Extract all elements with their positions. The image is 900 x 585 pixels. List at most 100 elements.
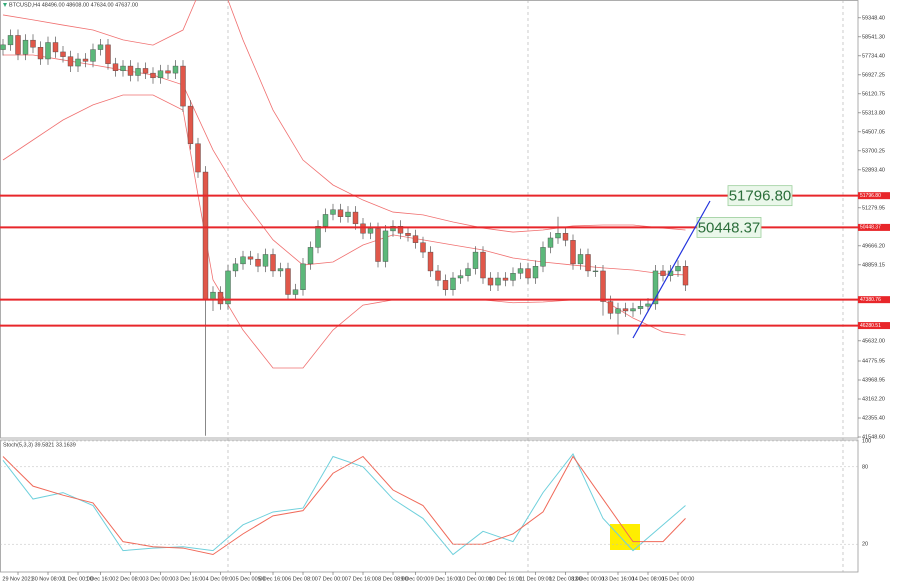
y-tick-label: 41548.60 xyxy=(862,434,885,440)
y-tick-label: 56120.75 xyxy=(862,91,885,97)
candle-body xyxy=(255,258,261,267)
band-upper xyxy=(2,0,686,233)
candle-body xyxy=(382,230,389,262)
candle-body xyxy=(652,270,659,305)
candle-body xyxy=(157,70,164,79)
main-pane xyxy=(0,0,859,439)
period-separators xyxy=(227,0,844,572)
candle-body xyxy=(105,44,111,64)
candle-body xyxy=(562,233,569,241)
candle-body xyxy=(450,277,456,290)
level-tag xyxy=(858,322,890,330)
level-tag-label: 50448.37 xyxy=(860,225,881,231)
levels: 51796.80 51796.80 50448.37 50448.37 47380.76… xyxy=(0,185,890,330)
chart-title: BTCUSD,H4 48496.00 48608.00 47634.00 476… xyxy=(9,2,138,8)
level-tag-label: 46280.51 xyxy=(860,323,881,329)
candle-body xyxy=(442,280,449,290)
level-tag xyxy=(858,192,890,200)
callout-box xyxy=(696,217,762,238)
candle-body xyxy=(600,270,606,302)
candle-body xyxy=(630,308,636,312)
candle-body xyxy=(112,63,119,71)
y-tick-label: 59348.40 xyxy=(862,15,885,21)
x-tick-label: 13 Dec 16:00 xyxy=(602,576,635,582)
candle-body xyxy=(645,303,651,307)
candle-body xyxy=(592,270,599,272)
callout-label: 51796.80 xyxy=(729,188,792,205)
x-tick-label: 9 Dec 16:00 xyxy=(431,576,461,582)
x-tick-label: 13 Dec 00:00 xyxy=(572,576,605,582)
candle-body xyxy=(217,291,224,305)
y-tick-label: 45632.00 xyxy=(862,338,885,344)
candle-body xyxy=(322,214,329,227)
y-tick-label: 58541.30 xyxy=(862,34,885,40)
candle-body xyxy=(360,223,366,234)
x-tick-label: 5 Dec 16:00 xyxy=(258,576,288,582)
candle-body xyxy=(150,72,156,79)
candle-body xyxy=(232,263,239,272)
y-tick-label: 53700.25 xyxy=(862,148,885,154)
level-tag xyxy=(858,296,890,304)
candle-body xyxy=(682,266,689,286)
candle-body xyxy=(277,268,284,272)
y-tick-label: 56927.25 xyxy=(862,72,885,78)
y-tick-label: 55313.80 xyxy=(862,110,885,116)
candle-body xyxy=(435,270,441,281)
candle-body xyxy=(607,301,614,314)
candle-body xyxy=(675,266,681,272)
candle-body xyxy=(142,68,149,74)
candle-body xyxy=(525,268,531,279)
y-tick-label: 43968.95 xyxy=(862,377,885,383)
y-tick-label: 52893.40 xyxy=(862,167,885,173)
y-tick-label: 57734.40 xyxy=(862,53,885,59)
highlight-box xyxy=(610,524,640,550)
y-tick-label: 48859.15 xyxy=(862,262,885,268)
candle-body xyxy=(30,39,36,48)
y-tick-label: 44775.95 xyxy=(862,358,885,364)
candle-body xyxy=(300,263,306,290)
candle-body xyxy=(472,251,479,269)
x-tick-label: 6 Dec 08:00 xyxy=(288,576,318,582)
candle-body xyxy=(52,42,59,53)
stoch-tick-label: 20 xyxy=(862,542,868,548)
candle-body xyxy=(187,105,194,144)
candle-body xyxy=(637,306,644,309)
candle-body xyxy=(540,247,546,267)
candle-body xyxy=(75,58,81,67)
x-tick-label: 29 Nov 2021 xyxy=(2,576,33,582)
x-tick-label: 1 Dec 00:00 xyxy=(63,576,93,582)
candle-body xyxy=(15,35,21,55)
band-lower xyxy=(2,94,686,369)
candle-body xyxy=(660,270,666,276)
candle-body xyxy=(480,251,486,279)
x-tick-label: 8 Dec 08:00 xyxy=(378,576,408,582)
candle-body xyxy=(202,171,209,300)
candle-body xyxy=(270,254,276,272)
callout-box xyxy=(727,185,793,207)
candle-body xyxy=(375,228,381,262)
x-tick-label: 7 Dec 00:00 xyxy=(318,576,348,582)
candle-body xyxy=(90,49,96,62)
trend-line xyxy=(632,200,711,339)
x-tick-label: 10 Dec 00:00 xyxy=(459,576,492,582)
x-tick-label: 7 Dec 16:00 xyxy=(348,576,378,582)
x-tick-label: 12 Dec 08:00 xyxy=(549,576,582,582)
stoch-tick-label: 100 xyxy=(862,438,871,444)
candle-body xyxy=(585,254,591,272)
x-tick-label: 3 Dec 00:00 xyxy=(146,576,176,582)
candle-body xyxy=(345,211,351,217)
candle-body xyxy=(210,291,216,300)
level-tag xyxy=(858,223,890,231)
y-tick-label: 43162.20 xyxy=(862,396,885,402)
candle-body xyxy=(390,225,396,232)
x-tick-label: 15 Dec 00:00 xyxy=(662,576,695,582)
level-tag-label: 51796.80 xyxy=(860,193,881,199)
candle-body xyxy=(547,237,554,248)
axes: 59348.40 58541.30 57734.40 56927.25 56120.75… xyxy=(0,15,885,582)
y-tick-label: 51279.95 xyxy=(862,205,885,211)
stoch-tick-label: 80 xyxy=(862,464,868,470)
candle-body xyxy=(517,268,524,274)
candle-body xyxy=(225,270,231,305)
candle-body xyxy=(555,233,561,239)
